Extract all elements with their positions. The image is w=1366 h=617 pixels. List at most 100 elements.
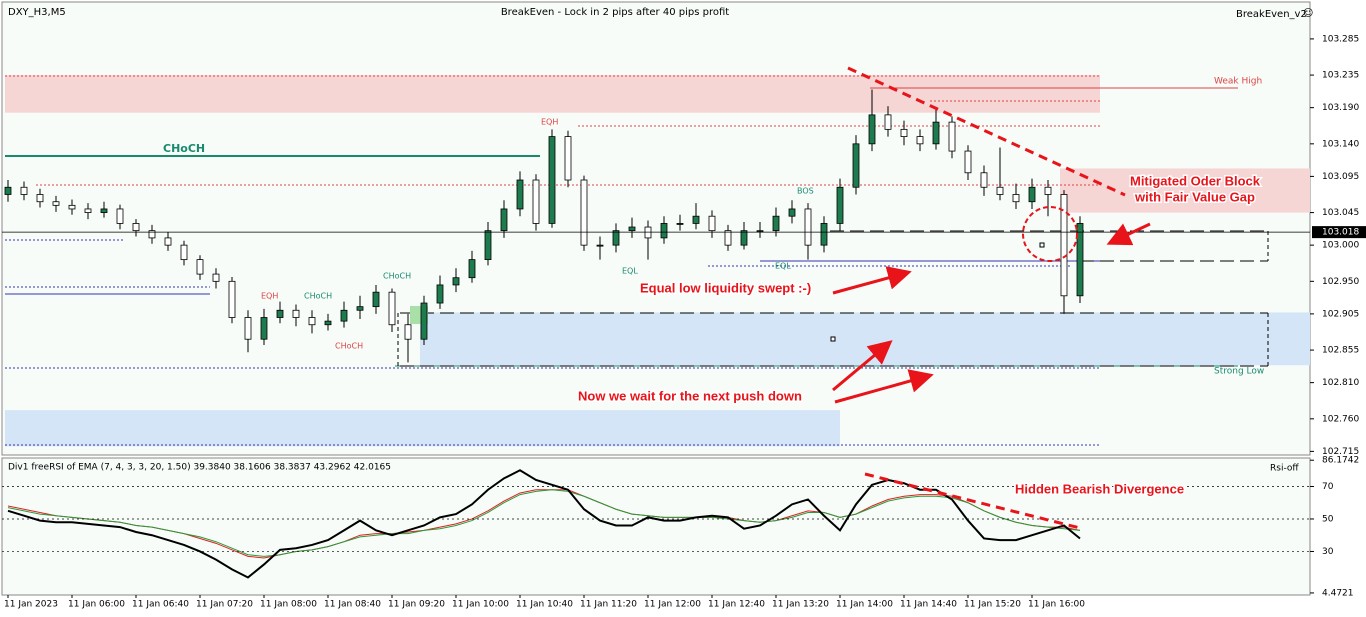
x-tick-label: 11 Jan 14:40 (900, 600, 957, 610)
y-tick-label: 102.855 (1322, 346, 1359, 356)
main-panel (1, 1, 1311, 456)
candle-body (100, 208, 108, 213)
candle-body (148, 230, 156, 239)
candle-body (4, 186, 12, 195)
candle-body (516, 179, 524, 210)
candle-body (884, 114, 892, 130)
candle-body (36, 194, 44, 203)
candle-body (404, 324, 412, 340)
candle-body (196, 259, 204, 275)
candle-body (548, 136, 556, 224)
x-tick-label: 11 Jan 2023 (4, 600, 58, 610)
candle-body (1076, 223, 1084, 297)
zone (5, 410, 840, 447)
candle-body (980, 172, 988, 188)
zone (1060, 168, 1310, 213)
annotation: with Fair Value Gap (1134, 189, 1255, 204)
candle-body (1028, 186, 1036, 203)
candle-body (484, 230, 492, 261)
candle-body (660, 223, 668, 239)
chart-title: BreakEven - Lock in 2 pips after 40 pips… (501, 7, 729, 18)
candles (4, 89, 1084, 579)
y-tick-label: 30 (1322, 547, 1334, 557)
candle-body (772, 215, 780, 232)
weak-high-label: Weak High (1214, 77, 1262, 87)
candle-body (228, 280, 236, 318)
x-tick-label: 11 Jan 06:00 (68, 600, 125, 610)
x-tick-label: 11 Jan 10:00 (452, 600, 509, 610)
candle-body (308, 317, 316, 326)
choch-small-label: CHoCH (304, 292, 332, 301)
candle-body (260, 317, 268, 340)
eql-label: EQL (622, 267, 638, 276)
candle-body (340, 309, 348, 322)
candle-body (164, 237, 172, 246)
candle-body (836, 186, 844, 224)
x-tick-label: 11 Jan 12:40 (708, 600, 765, 610)
candle-body (852, 143, 860, 188)
y-tick-label: 102.760 (1322, 414, 1359, 424)
candle-body (68, 204, 76, 210)
choch-small-label: CHoCH (383, 272, 411, 281)
symbol: DXY_H3,M5 (8, 7, 66, 18)
candle-body (20, 186, 28, 195)
eqh-label: EQH (261, 292, 278, 301)
x-tick-label: 11 Jan 08:00 (260, 600, 317, 610)
y-tick-label: 102.905 (1322, 309, 1359, 319)
candle-body (532, 179, 540, 224)
candle-body (84, 208, 92, 213)
candle-body (708, 215, 716, 232)
annotation-shapes (832, 66, 1151, 530)
y-tick-label: 103.190 (1322, 103, 1359, 113)
candle-body (468, 259, 476, 279)
candle-body (996, 186, 1004, 195)
choch-label: CHoCH (163, 142, 205, 155)
y-tick-label: 4.4721 (1322, 588, 1354, 598)
candle-body (916, 136, 924, 145)
candle-body (596, 244, 604, 247)
x-tick-label: 11 Jan 15:20 (964, 600, 1021, 610)
bos-label: BOS (797, 187, 814, 196)
y-tick-label: 86.1742 (1322, 456, 1359, 466)
candle-body (564, 136, 572, 181)
candle-body (580, 179, 588, 246)
rsi-status: Rsi-off (1270, 464, 1299, 474)
annotation: Mitigated Oder Block (1130, 173, 1261, 188)
candle-body (372, 291, 380, 308)
candle-body (132, 223, 140, 232)
zones (5, 75, 1310, 447)
x-tick-label: 11 Jan 06:40 (132, 600, 189, 610)
eqh-label: EQH (541, 118, 558, 127)
smiley-icon: ☺ (1303, 8, 1313, 19)
candle-body (180, 244, 188, 261)
y-tick-label: 102.715 (1322, 447, 1359, 457)
y-tick-label: 103.000 (1322, 241, 1359, 251)
candle-body (868, 114, 876, 145)
candle-body (628, 226, 636, 232)
x-tick-label: 11 Jan 16:00 (1028, 600, 1085, 610)
candle-body (820, 223, 828, 246)
x-tick-label: 11 Jan 13:20 (772, 600, 829, 610)
candle-body (452, 277, 460, 286)
x-tick-label: 11 Jan 07:20 (196, 600, 253, 610)
y-tick-label: 102.810 (1322, 378, 1359, 388)
x-tick-label: 11 Jan 09:20 (388, 600, 445, 610)
candle-body (292, 309, 300, 318)
x-tick-label: 11 Jan 10:40 (516, 600, 573, 610)
zone (420, 312, 1310, 366)
candle-body (612, 230, 620, 246)
candle-body (804, 208, 812, 246)
x-tick-label: 11 Jan 14:00 (836, 600, 893, 610)
x-tick-label: 11 Jan 11:20 (580, 600, 637, 610)
y-tick-label: 103.285 (1322, 34, 1359, 44)
candle-body (964, 150, 972, 174)
x-tick-label: 11 Jan 12:00 (644, 600, 701, 610)
candle-body (900, 128, 908, 137)
candle-body (276, 309, 284, 318)
indicator-name: BreakEven_v2 (1236, 9, 1307, 20)
strong-low-label: Strong Low (1214, 367, 1264, 377)
last-price-box (1312, 226, 1366, 239)
candle-body (676, 223, 684, 225)
annotation: Equal low liquidity swept :-) (640, 280, 811, 295)
